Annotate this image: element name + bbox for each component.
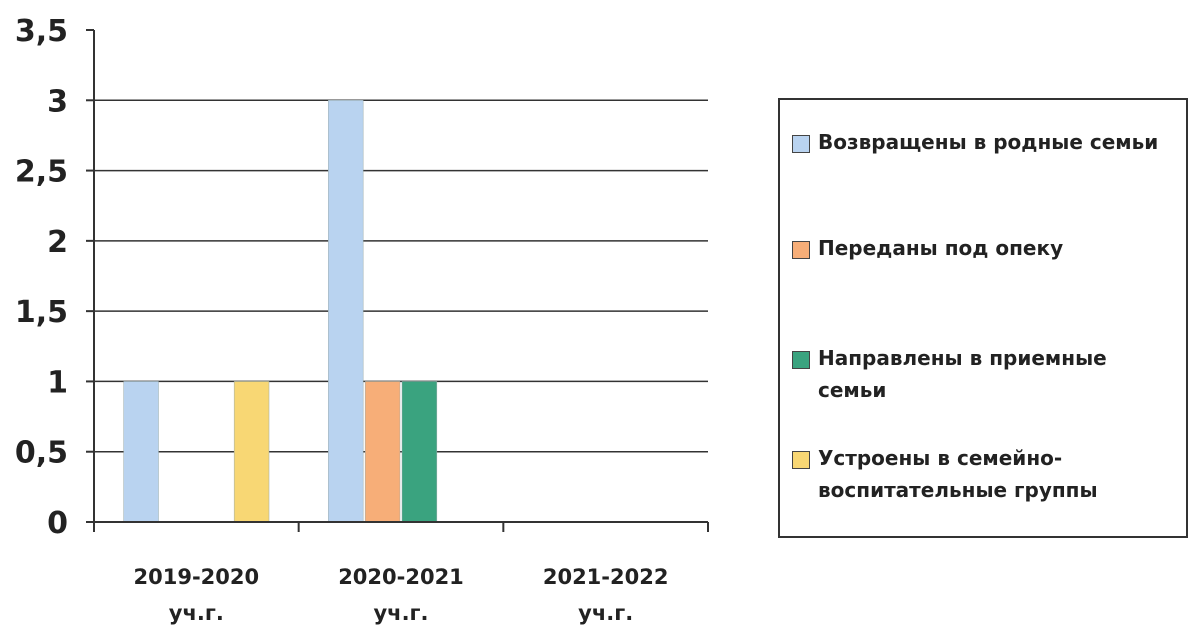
y-tick-label: 1 [47,365,68,400]
legend-swatch [792,351,810,369]
y-tick-labels: 0 0,5 1 1,5 2 2,5 3 3,5 [15,14,94,541]
bar [328,100,364,523]
x-tick-label-suffix: уч.г. [373,601,428,625]
bars [123,100,438,523]
x-tick-label: 2020-2021 [338,565,464,589]
legend-label: Направлены в приемные семьи [818,346,1107,402]
y-tick-label: 1,5 [15,295,68,330]
x-tick-label: 2021-2022 [543,565,669,589]
y-tick-label: 2 [47,225,68,260]
y-tick-label: 0 [47,506,68,541]
y-tick-label: 3 [47,84,68,119]
legend: Возвращены в родные семьи Переданы под о… [778,98,1188,538]
bar [401,381,438,523]
legend-label: Возвращены в родные семьи [818,130,1159,154]
x-tick-label-suffix: уч.г. [169,601,224,625]
legend-label: Переданы под опеку [818,236,1064,260]
x-tick-labels: 2019-2020 уч.г. 2020-2021 уч.г. 2021-2022 уч.… [93,522,709,625]
legend-item-foster-families: Направлены в приемные семьи [792,346,1182,406]
x-tick-label: 2019-2020 [134,565,260,589]
legend-swatch [792,241,810,259]
x-tick-label-suffix: уч.г. [578,601,633,625]
bar [233,381,270,523]
legend-label: Устроены в семейно-воспитательные группы [818,446,1098,502]
legend-item-returned-to-families: Возвращены в родные семьи [792,130,1182,158]
bar-chart: 0 0,5 1 1,5 2 2,5 3 3,5 2019-2020 уч.г. 2020-2021… [15,14,709,625]
y-tick-label: 0,5 [15,436,68,471]
legend-swatch [792,135,810,153]
bar [123,381,159,523]
bar [364,381,401,523]
gridlines [94,99,708,453]
axes [93,30,708,523]
y-tick-label: 3,5 [15,14,68,49]
legend-item-guardianship: Переданы под опеку [792,236,1182,264]
y-tick-label: 2,5 [15,155,68,190]
legend-swatch [792,451,810,469]
legend-item-family-groups: Устроены в семейно-воспитательные группы [792,446,1182,506]
